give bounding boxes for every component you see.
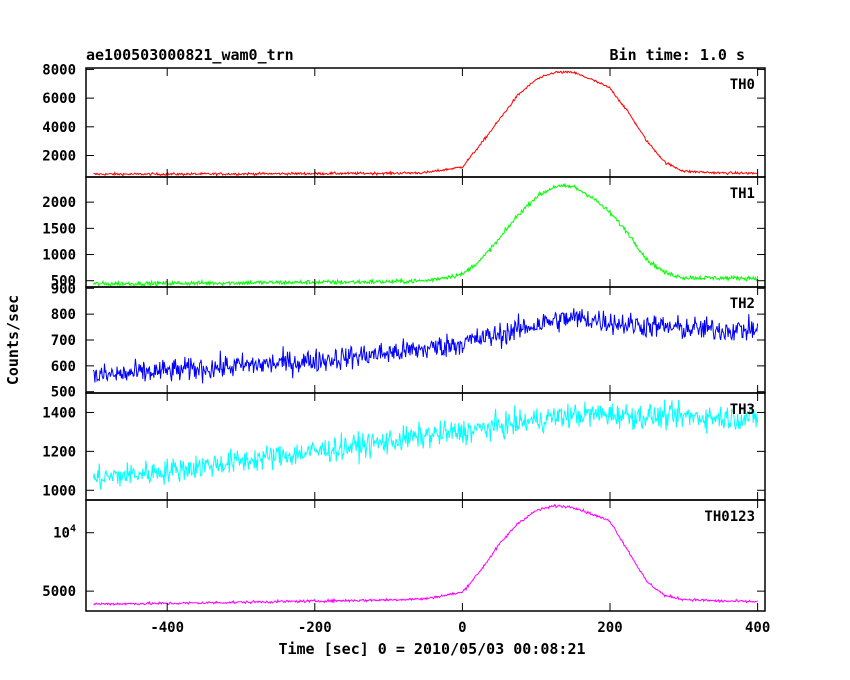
series-line-th1 — [93, 182, 759, 288]
y-tick-label-th0-3: 8000 — [42, 62, 76, 78]
y-tick-label-th1-3: 2000 — [42, 195, 76, 211]
panel-label-th3: TH3 — [730, 402, 755, 418]
x-tick-label-0: -400 — [150, 620, 184, 636]
panel-label-th2: TH2 — [730, 296, 755, 312]
y-tick-label-th2-1: 600 — [51, 359, 76, 375]
y-tick-label-th0-0: 2000 — [42, 148, 76, 164]
panel-frame-th0 — [85, 67, 766, 178]
series-line-th2 — [92, 308, 759, 384]
chart-title: ae100503000821_wam0_trn — [86, 46, 294, 64]
x-tick-label-3: 200 — [597, 620, 622, 636]
x-tick-label-4: 400 — [745, 620, 770, 636]
panel-label-th1: TH1 — [730, 186, 755, 202]
panel-frame-th0123 — [85, 499, 766, 612]
panel-label-th0123: TH0123 — [704, 509, 755, 525]
y-tick-label-th2-0: 500 — [51, 385, 76, 401]
y-tick-label-th3-2: 1400 — [42, 405, 76, 421]
x-tick-label-2: 0 — [458, 620, 466, 636]
y-tick-label-th2-2: 700 — [51, 333, 76, 349]
series-line-th3 — [92, 399, 759, 490]
y-tick-label-th3-0: 1000 — [42, 483, 76, 499]
y-tick-label-th2-4: 900 — [51, 281, 76, 297]
y-tick-label-th0-2: 6000 — [42, 91, 76, 107]
series-line-th0123 — [93, 503, 759, 607]
y-tick-label-th1-2: 1500 — [42, 221, 76, 237]
y-tick-label-th2-3: 800 — [51, 307, 76, 323]
panel-frame-th3 — [85, 392, 766, 501]
y-tick-label-th3-1: 1200 — [42, 444, 76, 460]
panels-group: 2000400060008000TH0500100015002000TH1500… — [42, 62, 770, 636]
y-tick-label-th0123-1: 104 — [53, 524, 76, 542]
y-tick-label-th1-0: 500 — [51, 274, 76, 290]
y-axis-label: Counts/sec — [4, 295, 22, 385]
x-tick-label-1: -200 — [298, 620, 332, 636]
series-line-th0 — [93, 70, 758, 177]
x-axis-label: Time [sec] 0 = 2010/05/03 00:08:21 — [278, 640, 585, 658]
panel-frame-th1 — [85, 176, 766, 288]
y-tick-label-th1-1: 1000 — [42, 248, 76, 264]
panel-frame-th2 — [85, 286, 766, 394]
y-tick-label-th0123-0: 5000 — [42, 584, 76, 600]
y-tick-label-th0-1: 4000 — [42, 120, 76, 136]
panel-label-th0: TH0 — [730, 77, 755, 93]
bin-time-label: Bin time: 1.0 s — [610, 46, 745, 64]
